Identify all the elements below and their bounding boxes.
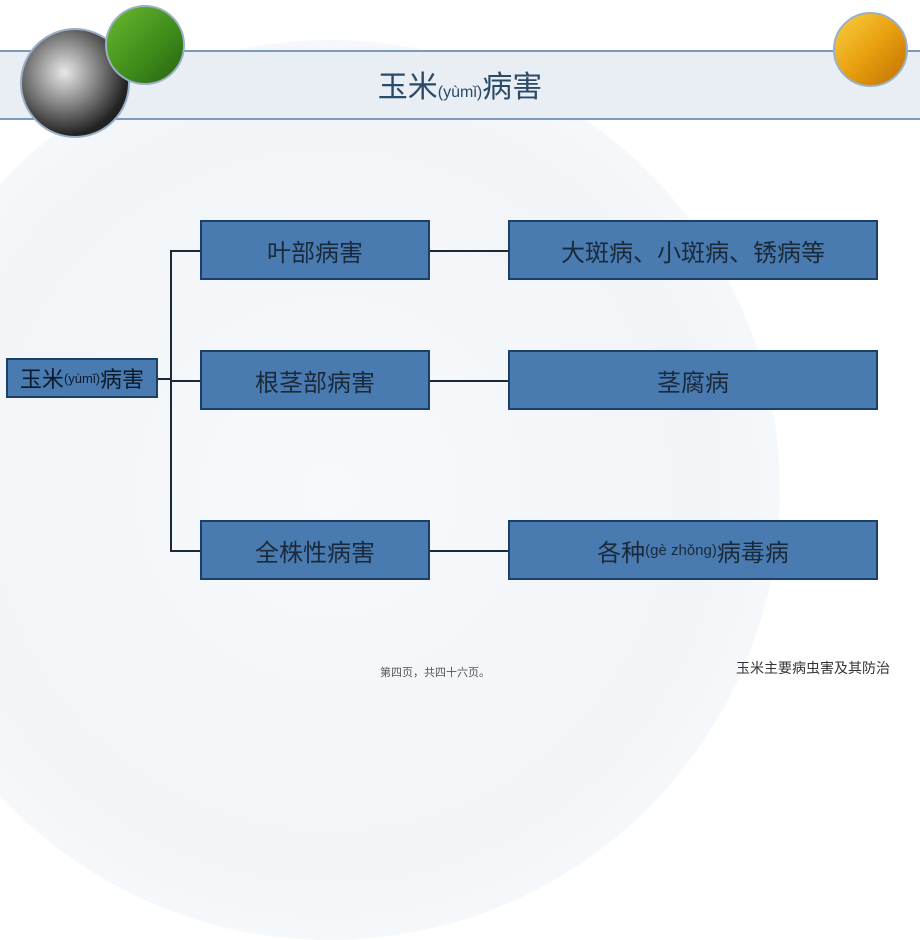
tulip-icon: [833, 12, 908, 87]
right-0-label: 大斑病、小斑病、锈病等: [561, 233, 825, 268]
footer-caption: 玉米主要病虫害及其防治: [736, 658, 890, 678]
node-right-0: 大斑病、小斑病、锈病等: [508, 220, 878, 280]
leaf-icon: [105, 5, 185, 85]
right-2-pre: 各种: [597, 533, 645, 568]
node-mid-0: 叶部病害: [200, 220, 430, 280]
connector-mid-right-0: [430, 250, 508, 252]
right-2-suf: 病毒病: [717, 533, 789, 568]
title-suffix: 病害: [482, 71, 542, 104]
connector-branch-0: [170, 250, 200, 252]
right-2-pinyin: (gè zhǒng): [645, 542, 717, 559]
mid-2-label: 全株性病害: [255, 533, 375, 568]
node-right-1: 茎腐病: [508, 350, 878, 410]
right-1-label: 茎腐病: [657, 363, 729, 398]
connector-branch-2: [170, 550, 200, 552]
background-radial: [0, 40, 780, 940]
connector-mid-right-2: [430, 550, 508, 552]
footer-page-number: 第四页，共四十六页。: [380, 664, 490, 680]
title-pinyin: (yùmǐ): [438, 84, 482, 101]
connector-branch-1: [170, 380, 200, 382]
mid-1-label: 根茎部病害: [255, 363, 375, 398]
title-main: 玉米: [378, 71, 438, 104]
connector-mid-right-1: [430, 380, 508, 382]
node-root: 玉米(yùmǐ)病害: [6, 358, 158, 398]
root-pinyin: (yùmǐ): [64, 371, 100, 386]
node-right-2: 各种(gè zhǒng)病毒病: [508, 520, 878, 580]
node-mid-1: 根茎部病害: [200, 350, 430, 410]
mid-0-label: 叶部病害: [267, 233, 363, 268]
connector-trunk: [170, 250, 172, 550]
node-mid-2: 全株性病害: [200, 520, 430, 580]
root-suffix: 病害: [100, 362, 144, 394]
root-main: 玉米: [20, 362, 64, 394]
